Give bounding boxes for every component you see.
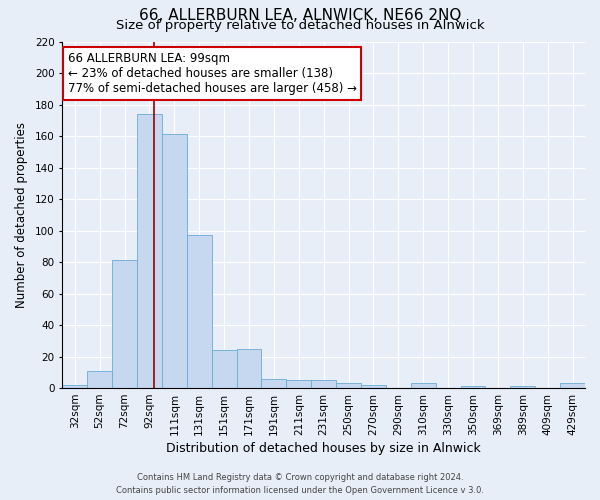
- Bar: [311, 380, 336, 388]
- Bar: [560, 384, 585, 388]
- Bar: [162, 134, 187, 388]
- Text: 66, ALLERBURN LEA, ALNWICK, NE66 2NQ: 66, ALLERBURN LEA, ALNWICK, NE66 2NQ: [139, 8, 461, 22]
- Bar: [411, 384, 436, 388]
- Bar: [187, 236, 212, 388]
- Bar: [336, 384, 361, 388]
- Text: 66 ALLERBURN LEA: 99sqm
← 23% of detached houses are smaller (138)
77% of semi-d: 66 ALLERBURN LEA: 99sqm ← 23% of detache…: [68, 52, 356, 95]
- Bar: [286, 380, 311, 388]
- Bar: [262, 378, 286, 388]
- Bar: [511, 386, 535, 388]
- Bar: [112, 260, 137, 388]
- Bar: [212, 350, 236, 388]
- X-axis label: Distribution of detached houses by size in Alnwick: Distribution of detached houses by size …: [166, 442, 481, 455]
- Text: Contains HM Land Registry data © Crown copyright and database right 2024.
Contai: Contains HM Land Registry data © Crown c…: [116, 473, 484, 495]
- Y-axis label: Number of detached properties: Number of detached properties: [15, 122, 28, 308]
- Bar: [87, 370, 112, 388]
- Text: Size of property relative to detached houses in Alnwick: Size of property relative to detached ho…: [116, 19, 484, 32]
- Bar: [236, 348, 262, 388]
- Bar: [361, 385, 386, 388]
- Bar: [461, 386, 485, 388]
- Bar: [62, 385, 87, 388]
- Bar: [137, 114, 162, 388]
